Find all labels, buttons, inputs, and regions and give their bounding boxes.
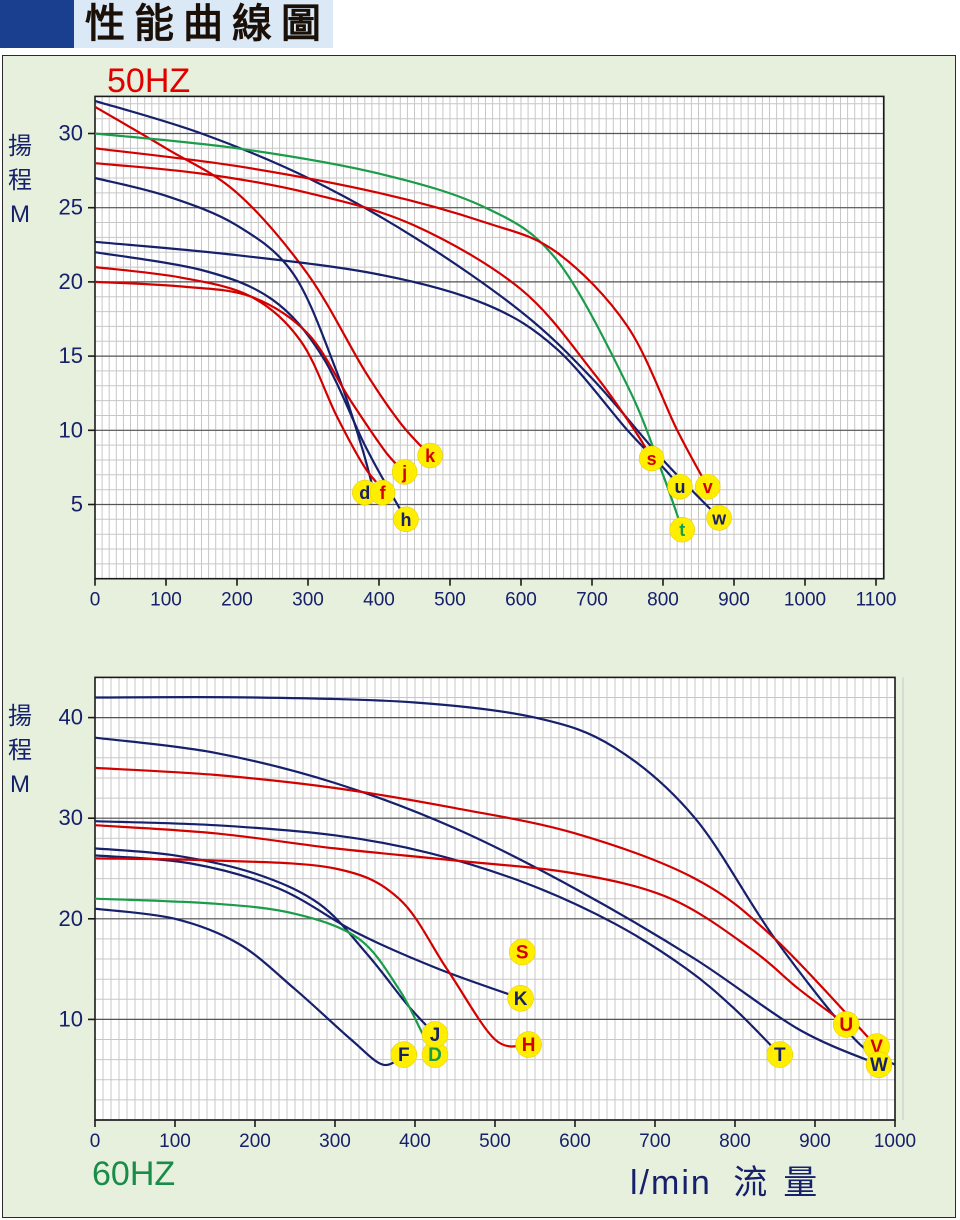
svg-text:300: 300 bbox=[319, 1131, 351, 1152]
svg-text:K: K bbox=[514, 989, 528, 1010]
svg-text:D: D bbox=[428, 1045, 442, 1066]
svg-text:F: F bbox=[398, 1045, 410, 1066]
svg-text:400: 400 bbox=[399, 1131, 431, 1152]
svg-text:0: 0 bbox=[90, 1131, 101, 1152]
svg-text:U: U bbox=[839, 1015, 853, 1036]
svg-text:900: 900 bbox=[799, 1131, 831, 1152]
svg-text:200: 200 bbox=[239, 1131, 271, 1152]
svg-text:10: 10 bbox=[59, 1006, 83, 1031]
svg-text:30: 30 bbox=[59, 805, 83, 830]
svg-text:40: 40 bbox=[59, 705, 83, 730]
svg-text:W: W bbox=[870, 1055, 888, 1076]
svg-text:600: 600 bbox=[559, 1131, 591, 1152]
svg-text:500: 500 bbox=[479, 1131, 511, 1152]
svg-text:1000: 1000 bbox=[874, 1131, 916, 1152]
svg-text:T: T bbox=[774, 1045, 786, 1066]
svg-text:J: J bbox=[430, 1025, 441, 1046]
svg-text:20: 20 bbox=[59, 906, 83, 931]
svg-text:800: 800 bbox=[719, 1131, 751, 1152]
svg-text:H: H bbox=[522, 1035, 536, 1056]
svg-text:100: 100 bbox=[159, 1131, 191, 1152]
svg-text:700: 700 bbox=[639, 1131, 671, 1152]
svg-text:S: S bbox=[516, 943, 529, 964]
